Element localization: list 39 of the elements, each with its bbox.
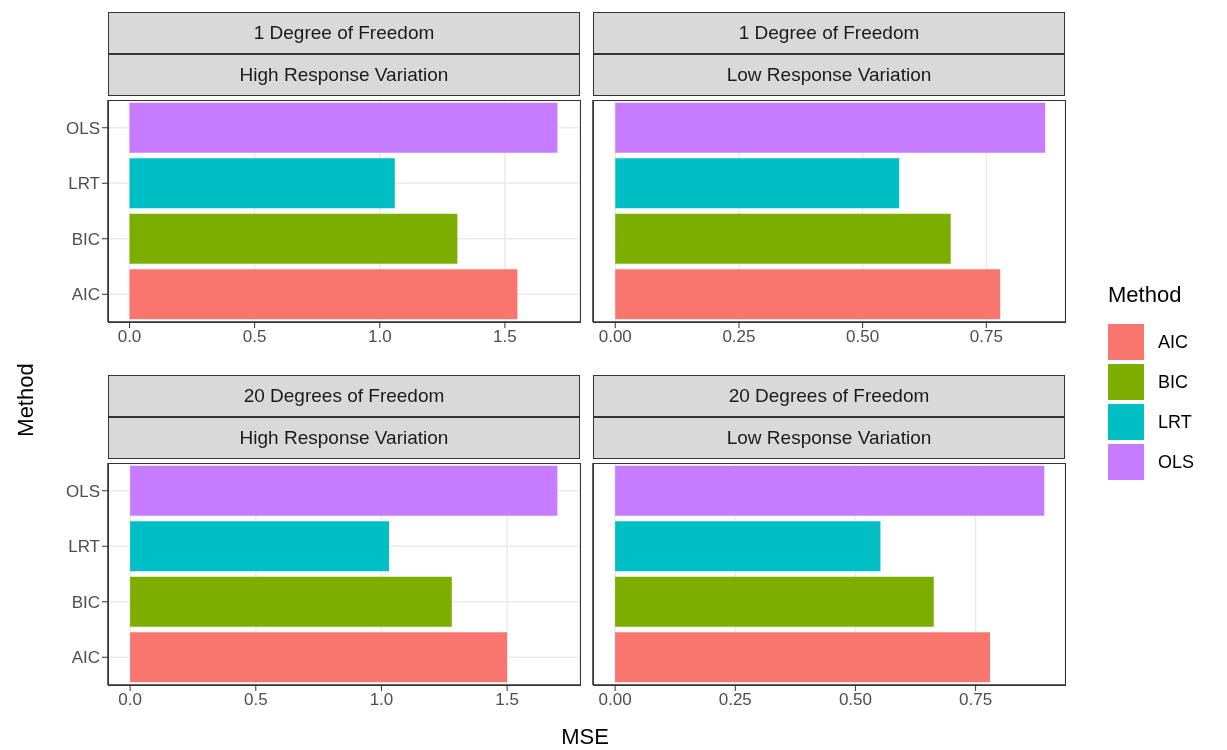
x-tick-label: 0.25 bbox=[718, 690, 752, 710]
x-tick-label: 1.5 bbox=[495, 690, 519, 710]
x-tick-label: 0.0 bbox=[117, 327, 142, 347]
legend-label: AIC bbox=[1158, 332, 1189, 352]
legend-label: BIC bbox=[1158, 372, 1189, 392]
y-tick-label: LRT bbox=[68, 537, 100, 557]
x-tick-label: 0.75 bbox=[959, 690, 993, 710]
chart-title: 1 Degree of Freedom bbox=[108, 12, 580, 54]
y-tick-label: AIC bbox=[71, 648, 100, 668]
chart-title: 1 Degree of Freedom bbox=[593, 12, 1065, 54]
x-tick-label: 0.50 bbox=[846, 327, 880, 347]
x-tick-label: 0.5 bbox=[242, 327, 267, 347]
legend-title: Method bbox=[1108, 282, 1182, 307]
y-axis-title: Method bbox=[13, 363, 39, 437]
chart-subtitle: Low Response Variation bbox=[593, 54, 1065, 96]
x-tick-label: 1.0 bbox=[367, 327, 392, 347]
y-tick-label: LRT bbox=[68, 174, 100, 194]
y-tick-label: OLS bbox=[65, 481, 100, 501]
x-tick-label: 0.00 bbox=[598, 690, 632, 710]
y-tick-label: BIC bbox=[71, 229, 100, 249]
chart-subtitle: Low Response Variation bbox=[593, 417, 1065, 459]
y-tick-label: AIC bbox=[71, 285, 100, 305]
legend-label: LRT bbox=[1158, 412, 1192, 432]
x-tick-label: 0.0 bbox=[118, 690, 142, 710]
x-tick-label: 0.5 bbox=[243, 690, 268, 710]
legend-label: OLS bbox=[1158, 452, 1195, 472]
x-tick-label: 0.00 bbox=[598, 327, 632, 347]
x-tick-label: 0.75 bbox=[969, 327, 1003, 347]
chart-title: 20 Degrees of Freedom bbox=[593, 375, 1065, 417]
x-axis-title: MSE bbox=[561, 724, 609, 750]
y-tick-label: OLS bbox=[65, 118, 100, 138]
x-tick-label: 0.25 bbox=[722, 327, 756, 347]
chart-subtitle: High Response Variation bbox=[108, 54, 580, 96]
x-tick-label: 1.5 bbox=[493, 327, 517, 347]
x-tick-label: 1.0 bbox=[369, 690, 394, 710]
chart-title: 20 Degrees of Freedom bbox=[108, 375, 580, 417]
chart-subtitle: High Response Variation bbox=[108, 417, 580, 459]
x-tick-label: 0.50 bbox=[838, 690, 872, 710]
y-tick-label: BIC bbox=[71, 592, 100, 612]
